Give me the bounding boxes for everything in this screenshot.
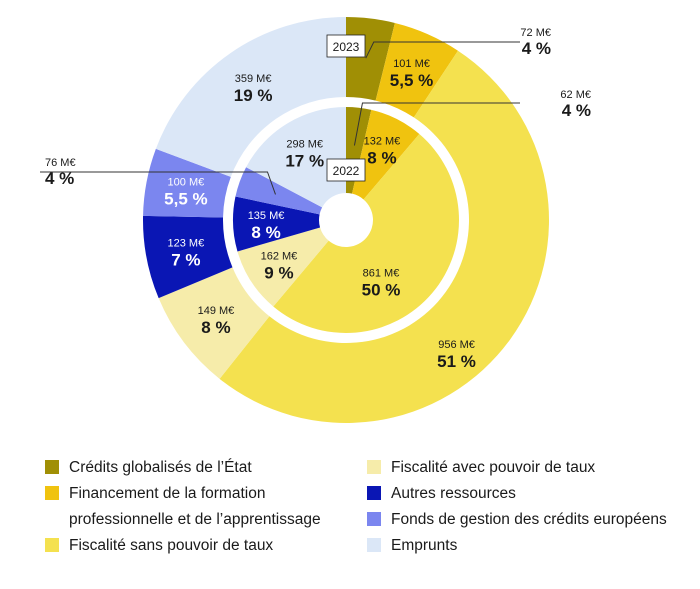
legend-left-column: Crédits globalisés de l’État Financement … bbox=[45, 455, 359, 559]
label-pct-2022-fiscalite_sans_pouvoir: 50 % bbox=[362, 281, 401, 300]
label-pct-2023-credits_globalises: 4 % bbox=[522, 39, 551, 58]
legend-item-credits_globalises: Crédits globalisés de l’État bbox=[45, 455, 359, 481]
slice-2023-fiscalite_avec_pouvoir bbox=[158, 267, 270, 379]
outer-ring-2023 bbox=[143, 17, 550, 424]
legend-label-fiscalite_avec_pouvoir: Fiscalité avec pouvoir de taux bbox=[391, 459, 596, 476]
legend-label-fiscalite_sans_pouvoir: Fiscalité sans pouvoir de taux bbox=[69, 537, 274, 554]
label-pct-2022-credits_globalises: 4 % bbox=[562, 101, 591, 120]
legend-item-emprunts: Emprunts bbox=[367, 533, 667, 559]
label-pct-2022-fiscalite_avec_pouvoir: 9 % bbox=[264, 264, 293, 283]
label-pct-2023-formation_pro: 5,5 % bbox=[390, 71, 433, 90]
legend-item-fonds_europeens: Fonds de gestion des crédits européens bbox=[367, 507, 667, 533]
label-pct-2023-autres_ressources: 7 % bbox=[171, 250, 200, 269]
leader-2022-credits_globalises bbox=[353, 102, 520, 146]
legend-swatch-fiscalite_avec_pouvoir bbox=[367, 460, 381, 474]
label-amount-2023-formation_pro: 101 M€ bbox=[393, 58, 430, 70]
slice-2023-fiscalite_sans_pouvoir bbox=[219, 50, 550, 424]
slice-2023-autres_ressources bbox=[143, 215, 233, 299]
label-amount-2022-fiscalite_sans_pouvoir: 861 M€ bbox=[363, 268, 400, 280]
legend-item-autres_ressources: Autres ressources bbox=[367, 481, 667, 507]
label-pct-2022-autres_ressources: 8 % bbox=[251, 223, 280, 242]
legend-swatch-formation_pro bbox=[45, 486, 59, 500]
legend-swatch-autres_ressources bbox=[367, 486, 381, 500]
legend-item-formation_pro: Financement de la formation professionne… bbox=[45, 481, 359, 533]
leader-2022-fonds_europeens bbox=[40, 171, 276, 195]
legend-label-formation_pro: Financement de la formation professionne… bbox=[69, 485, 321, 528]
legend-swatch-credits_globalises bbox=[45, 460, 59, 474]
label-pct-2022-emprunts: 17 % bbox=[285, 151, 324, 170]
legend-right-column: Fiscalité avec pouvoir de taux Autres res… bbox=[367, 455, 667, 559]
leader-2023-credits_globalises bbox=[365, 41, 520, 59]
legend-label-emprunts: Emprunts bbox=[391, 537, 458, 554]
label-pct-2022-formation_pro: 8 % bbox=[367, 149, 396, 168]
legend-item-fiscalite_avec_pouvoir: Fiscalité avec pouvoir de taux bbox=[367, 455, 667, 481]
label-amount-2022-autres_ressources: 135 M€ bbox=[248, 210, 285, 222]
slice-2022-autres_ressources bbox=[233, 196, 321, 252]
label-amount-2023-autres_ressources: 123 M€ bbox=[168, 237, 205, 249]
slice-2023-fonds_europeens bbox=[143, 148, 231, 218]
year-tag-label-2023: 2023 bbox=[333, 40, 360, 54]
legend-swatch-emprunts bbox=[367, 538, 381, 552]
slice-2022-emprunts bbox=[246, 107, 346, 208]
slice-2023-emprunts bbox=[155, 17, 346, 177]
legend-swatch-fonds_europeens bbox=[367, 512, 381, 526]
label-pct-2023-fonds_europeens: 5,5 % bbox=[164, 189, 207, 208]
label-amount-2023-credits_globalises: 72 M€ bbox=[520, 27, 551, 39]
label-amount-2022-fiscalite_avec_pouvoir: 162 M€ bbox=[261, 251, 298, 263]
label-pct-2023-fiscalite_sans_pouvoir: 51 % bbox=[437, 352, 476, 371]
label-pct-2023-emprunts: 19 % bbox=[234, 86, 273, 105]
label-amount-2023-fiscalite_avec_pouvoir: 149 M€ bbox=[198, 305, 235, 317]
slice-2022-formation_pro bbox=[352, 109, 420, 200]
label-amount-2022-fonds_europeens: 76 M€ bbox=[45, 157, 76, 169]
legend-swatch-fiscalite_sans_pouvoir bbox=[45, 538, 59, 552]
leader-lines bbox=[40, 41, 520, 195]
legend-label-fonds_europeens: Fonds de gestion des crédits européens bbox=[391, 511, 667, 528]
legend-item-fiscalite_sans_pouvoir: Fiscalité sans pouvoir de taux bbox=[45, 533, 359, 559]
label-amount-2022-credits_globalises: 62 M€ bbox=[560, 89, 591, 101]
label-amount-2022-formation_pro: 132 M€ bbox=[364, 136, 401, 148]
slice-2022-fiscalite_avec_pouvoir bbox=[237, 227, 329, 307]
label-amount-2023-fonds_europeens: 100 M€ bbox=[168, 176, 205, 188]
legend-label-credits_globalises: Crédits globalisés de l’État bbox=[69, 459, 252, 476]
year-tags: 2023 2022 bbox=[326, 34, 366, 182]
slice-2022-fiscalite_sans_pouvoir bbox=[273, 134, 460, 334]
label-pct-2022-fonds_europeens: 4 % bbox=[45, 169, 74, 188]
label-amount-2023-fiscalite_sans_pouvoir: 956 M€ bbox=[438, 339, 475, 351]
label-amount-2022-emprunts: 298 M€ bbox=[286, 138, 323, 150]
inner-ring-2022 bbox=[233, 107, 460, 334]
year-tag-label-2022: 2022 bbox=[333, 164, 360, 178]
slice-2022-fonds_europeens bbox=[235, 167, 323, 215]
legend-label-autres_ressources: Autres ressources bbox=[391, 485, 516, 502]
label-pct-2023-fiscalite_avec_pouvoir: 8 % bbox=[201, 318, 230, 337]
year-tag-2023 bbox=[326, 34, 366, 58]
label-amount-2023-emprunts: 359 M€ bbox=[235, 73, 272, 85]
slice-labels: 72 M€4 %101 M€5,5 %956 M€51 %149 M€8 %12… bbox=[45, 27, 591, 371]
slice-2023-formation_pro bbox=[375, 22, 458, 118]
year-tag-2022 bbox=[326, 158, 366, 182]
